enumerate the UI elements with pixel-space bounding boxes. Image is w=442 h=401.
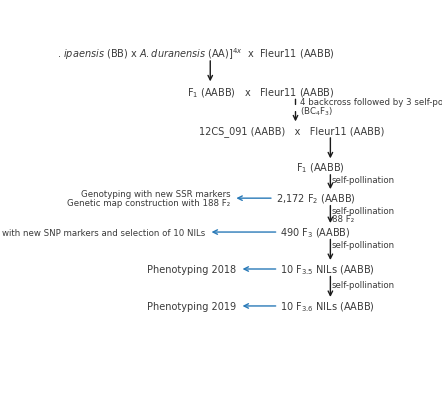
Text: (BC$_4$F$_3$): (BC$_4$F$_3$) (300, 105, 333, 117)
Text: self-pollination: self-pollination (332, 280, 395, 289)
Text: self-pollination: self-pollination (332, 240, 395, 249)
Text: Phenotyping 2018: Phenotyping 2018 (148, 264, 236, 274)
Text: 490 F$_3$ (AABB): 490 F$_3$ (AABB) (280, 226, 351, 239)
Text: 88 F₂: 88 F₂ (332, 214, 354, 223)
Text: 2,172 F$_2$ (AABB): 2,172 F$_2$ (AABB) (276, 192, 356, 205)
Text: Genotyping with new SSR markers: Genotyping with new SSR markers (81, 190, 230, 198)
Text: Phenotyping 2019: Phenotyping 2019 (148, 301, 236, 311)
Text: . $\it{ipaensis}$ (BB) x $\it{A. duranensis}$ (AA)]$^{4x}$  x  Fleur11 (AABB): . $\it{ipaensis}$ (BB) x $\it{A. duranen… (57, 47, 335, 62)
Text: self-pollination: self-pollination (332, 207, 395, 215)
Text: Genetic map construction with 188 F₂: Genetic map construction with 188 F₂ (67, 198, 230, 207)
Text: 10 F$_{3.5}$ NILs (AABB): 10 F$_{3.5}$ NILs (AABB) (280, 263, 375, 276)
Text: F$_1$ (AABB)   x   Fleur11 (AABB): F$_1$ (AABB) x Fleur11 (AABB) (187, 86, 335, 99)
Text: 4 backcross followed by 3 self-pollinations: 4 backcross followed by 3 self-pollinati… (300, 97, 442, 106)
Text: 10 F$_{3.6}$ NILs (AABB): 10 F$_{3.6}$ NILs (AABB) (280, 300, 375, 313)
Text: Genotyping with new SNP markers and selection of 10 NILs: Genotyping with new SNP markers and sele… (0, 228, 206, 237)
Text: 12CS_091 (AABB)   x   Fleur11 (AABB): 12CS_091 (AABB) x Fleur11 (AABB) (198, 126, 384, 136)
Text: F$_1$ (AABB): F$_1$ (AABB) (296, 161, 344, 175)
Text: self-pollination: self-pollination (332, 176, 395, 185)
